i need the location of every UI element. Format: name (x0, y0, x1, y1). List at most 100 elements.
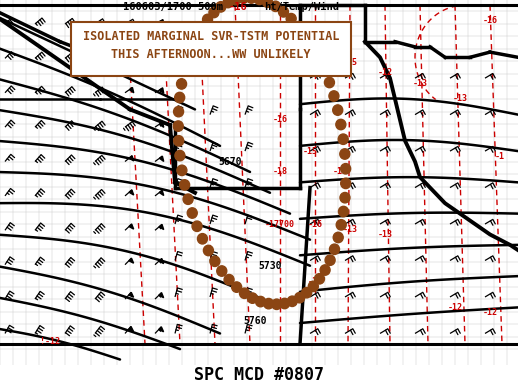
Circle shape (280, 298, 290, 309)
Circle shape (177, 79, 186, 89)
Circle shape (313, 52, 324, 63)
Circle shape (270, 1, 281, 12)
Circle shape (287, 296, 297, 307)
Circle shape (295, 293, 305, 303)
Circle shape (314, 274, 324, 284)
Circle shape (301, 31, 311, 41)
Circle shape (209, 7, 219, 18)
Circle shape (336, 220, 346, 230)
Circle shape (341, 178, 351, 189)
Text: -14: -14 (333, 168, 348, 177)
Circle shape (307, 41, 318, 51)
Text: -12: -12 (448, 303, 463, 312)
Circle shape (204, 245, 213, 256)
Polygon shape (160, 88, 164, 93)
Circle shape (223, 0, 233, 8)
Polygon shape (160, 122, 164, 127)
Circle shape (271, 299, 282, 310)
Circle shape (308, 281, 319, 291)
Circle shape (338, 206, 349, 217)
Text: -16: -16 (482, 16, 497, 25)
Polygon shape (129, 258, 134, 263)
Circle shape (264, 298, 274, 309)
Text: -13: -13 (453, 95, 468, 104)
Polygon shape (159, 258, 164, 264)
Text: THIS AFTERNOON...WW UNLIKELY: THIS AFTERNOON...WW UNLIKELY (111, 48, 311, 61)
Circle shape (191, 32, 202, 42)
Polygon shape (160, 156, 164, 161)
Circle shape (333, 232, 343, 242)
Text: ISOLATED MARGINAL SVR-TSTM POTENTIAL: ISOLATED MARGINAL SVR-TSTM POTENTIAL (83, 30, 339, 43)
Polygon shape (159, 224, 164, 230)
Polygon shape (159, 327, 164, 332)
Circle shape (340, 149, 350, 159)
Text: -13: -13 (342, 225, 357, 234)
Circle shape (183, 194, 193, 204)
Text: -16: -16 (272, 115, 287, 124)
Circle shape (341, 164, 351, 174)
Text: -16: -16 (308, 220, 323, 229)
Circle shape (286, 14, 296, 24)
Circle shape (179, 66, 189, 76)
Polygon shape (159, 293, 164, 298)
Text: !-12: !-12 (40, 337, 60, 346)
Circle shape (254, 0, 264, 5)
Circle shape (174, 106, 183, 117)
Text: -16: -16 (229, 2, 248, 12)
Polygon shape (129, 190, 134, 195)
Text: 160603/1700 500m: 160603/1700 500m (123, 2, 229, 12)
Circle shape (238, 0, 248, 3)
Circle shape (182, 54, 193, 64)
Text: -18: -18 (272, 168, 287, 177)
Circle shape (279, 7, 289, 17)
Text: -12: -12 (308, 277, 323, 286)
Circle shape (247, 0, 256, 3)
Circle shape (180, 180, 190, 190)
Circle shape (263, 0, 272, 7)
Circle shape (173, 121, 183, 131)
Text: SPC MCD #0807: SPC MCD #0807 (194, 366, 324, 384)
Circle shape (175, 92, 185, 103)
Circle shape (186, 42, 197, 52)
Circle shape (338, 134, 348, 144)
Circle shape (319, 64, 329, 75)
Circle shape (174, 135, 184, 146)
Polygon shape (129, 292, 134, 297)
Circle shape (329, 91, 339, 101)
Circle shape (216, 2, 226, 12)
Polygon shape (130, 54, 134, 59)
Circle shape (177, 165, 187, 175)
Circle shape (294, 21, 304, 32)
Circle shape (248, 293, 257, 303)
Text: -17700: -17700 (265, 220, 295, 229)
Polygon shape (160, 190, 164, 196)
Text: -16: -16 (308, 50, 323, 59)
Circle shape (255, 296, 266, 307)
Circle shape (301, 288, 312, 298)
Circle shape (329, 244, 339, 255)
Circle shape (217, 266, 227, 276)
FancyBboxPatch shape (71, 22, 351, 76)
Circle shape (187, 208, 197, 218)
Circle shape (333, 105, 343, 115)
Polygon shape (160, 54, 164, 59)
Circle shape (224, 274, 234, 285)
Text: -13: -13 (378, 230, 393, 239)
Circle shape (340, 192, 350, 203)
Polygon shape (130, 88, 134, 93)
Polygon shape (130, 156, 134, 161)
Text: -12: -12 (482, 308, 497, 317)
Text: 5730: 5730 (258, 261, 282, 271)
Text: -16: -16 (272, 48, 287, 57)
Text: -13: -13 (412, 79, 427, 88)
Circle shape (192, 221, 202, 232)
Circle shape (239, 288, 250, 298)
Circle shape (336, 120, 346, 130)
Polygon shape (129, 224, 134, 229)
Text: -15: -15 (342, 58, 357, 67)
Polygon shape (128, 326, 134, 331)
Circle shape (232, 282, 242, 292)
Circle shape (231, 0, 240, 5)
Circle shape (325, 255, 335, 265)
Circle shape (210, 256, 220, 267)
